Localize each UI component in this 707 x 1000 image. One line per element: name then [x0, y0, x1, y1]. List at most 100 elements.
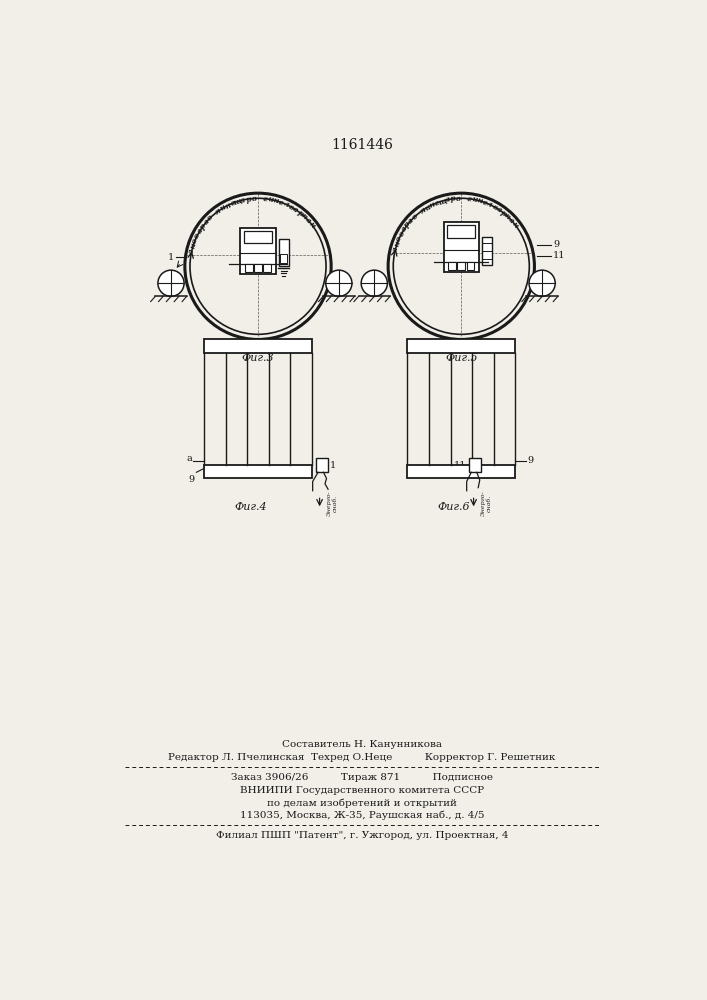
Text: б: б — [397, 230, 407, 238]
Text: а: а — [291, 205, 300, 215]
Bar — [457, 262, 465, 270]
Text: Составитель Н. Канунникова: Составитель Н. Канунникова — [282, 740, 442, 749]
Text: о: о — [191, 237, 200, 245]
Text: б: б — [410, 212, 419, 222]
Text: е: е — [467, 195, 472, 203]
Text: 113035, Москва, Ж-35, Раушская наб., д. 4/5: 113035, Москва, Ж-35, Раушская наб., д. … — [240, 811, 484, 820]
Bar — [448, 225, 475, 238]
Bar — [482, 237, 492, 265]
Text: 1: 1 — [168, 253, 174, 262]
Text: н: н — [392, 240, 402, 248]
Bar — [443, 222, 479, 272]
Text: и: и — [218, 203, 228, 213]
Text: я: я — [214, 206, 223, 216]
Text: н: н — [307, 220, 316, 229]
Text: Фиг.5: Фиг.5 — [445, 353, 478, 363]
Bar — [407, 465, 515, 478]
Text: Энерго-
снаб.: Энерго- снаб. — [481, 490, 491, 516]
Text: а: а — [495, 205, 503, 215]
Text: 9: 9 — [527, 456, 534, 465]
Text: щ: щ — [438, 196, 448, 206]
Bar — [469, 458, 481, 472]
Text: в: в — [456, 195, 461, 203]
Text: н: н — [510, 220, 520, 229]
Bar — [316, 458, 328, 472]
Text: Редактор Л. Пчелинская  Техред О.Неце          Корректор Г. Решетник: Редактор Л. Пчелинская Техред О.Неце Кор… — [168, 753, 556, 762]
Text: Заказ 3906/26          Тираж 871          Подписное: Заказ 3906/26 Тираж 871 Подписное — [231, 773, 493, 782]
Text: 1: 1 — [329, 461, 336, 470]
Text: 11: 11 — [553, 251, 566, 260]
Bar — [244, 231, 272, 243]
Bar — [448, 262, 456, 270]
Text: р: р — [403, 220, 412, 229]
Text: а: а — [407, 216, 416, 225]
Text: а: а — [400, 225, 409, 233]
Text: е: е — [262, 195, 268, 203]
Text: а: а — [196, 227, 205, 235]
Text: и: и — [267, 195, 274, 204]
Bar — [240, 228, 276, 274]
Text: 9: 9 — [553, 240, 559, 249]
Bar — [467, 262, 474, 270]
Text: я: я — [419, 205, 428, 215]
Text: р: р — [450, 195, 456, 203]
Text: Фиг.3: Фиг.3 — [242, 353, 274, 363]
Text: е: е — [229, 199, 237, 208]
Text: е: е — [277, 198, 284, 207]
Text: в: в — [491, 203, 498, 212]
Circle shape — [158, 270, 184, 296]
Text: и: и — [471, 195, 478, 204]
Text: н: н — [223, 201, 232, 210]
Text: р: р — [296, 208, 305, 218]
Bar — [281, 254, 287, 263]
Text: е: е — [434, 198, 441, 207]
Text: п: п — [503, 212, 512, 221]
Text: л: л — [486, 200, 494, 210]
Text: 1161446: 1161446 — [331, 138, 393, 152]
Text: щ: щ — [233, 196, 243, 207]
Text: а: а — [507, 216, 516, 225]
Bar — [264, 264, 271, 272]
Bar — [407, 339, 515, 353]
Bar — [254, 264, 262, 272]
Text: а: а — [202, 218, 211, 227]
Text: а: а — [445, 195, 451, 204]
Text: б: б — [193, 232, 202, 240]
Text: по делам изобретений и открытий: по делам изобретений и открытий — [267, 798, 457, 808]
Text: н: н — [272, 196, 279, 205]
Circle shape — [326, 270, 352, 296]
Text: 11: 11 — [454, 461, 467, 470]
Text: п: п — [299, 212, 309, 221]
Text: р: р — [245, 195, 252, 204]
Text: a: a — [186, 454, 192, 463]
Text: б: б — [206, 213, 215, 223]
Circle shape — [529, 270, 555, 296]
Bar — [204, 465, 312, 478]
Text: л: л — [282, 200, 290, 209]
Text: а: а — [392, 245, 400, 252]
Text: а: а — [240, 196, 247, 205]
Text: Фиг.4: Фиг.4 — [234, 502, 267, 512]
Text: р: р — [199, 222, 208, 231]
Text: н: н — [189, 242, 198, 250]
Text: в: в — [287, 202, 295, 212]
Text: н: н — [428, 200, 437, 210]
Text: е: е — [481, 198, 489, 207]
Bar — [279, 239, 288, 266]
Text: ВНИИПИ Государственного комитета СССР: ВНИИПИ Государственного комитета СССР — [240, 786, 484, 795]
Text: а: а — [303, 216, 312, 225]
Text: а: а — [187, 248, 197, 254]
Circle shape — [361, 270, 387, 296]
Text: Энерго-
снаб.: Энерго- снаб. — [327, 490, 337, 516]
Bar — [245, 264, 252, 272]
Text: 9: 9 — [189, 475, 195, 484]
Text: н: н — [476, 196, 484, 206]
Text: в: в — [252, 195, 257, 203]
Text: о: о — [395, 235, 404, 243]
Text: р: р — [499, 208, 508, 218]
Text: Филиал ПШП "Патент", г. Ужгород, ул. Проектная, 4: Филиал ПШП "Патент", г. Ужгород, ул. Про… — [216, 831, 508, 840]
Text: Фиг.6: Фиг.6 — [437, 502, 470, 512]
Bar — [204, 339, 312, 353]
Text: и: и — [423, 203, 432, 212]
Text: 9: 9 — [168, 274, 174, 283]
